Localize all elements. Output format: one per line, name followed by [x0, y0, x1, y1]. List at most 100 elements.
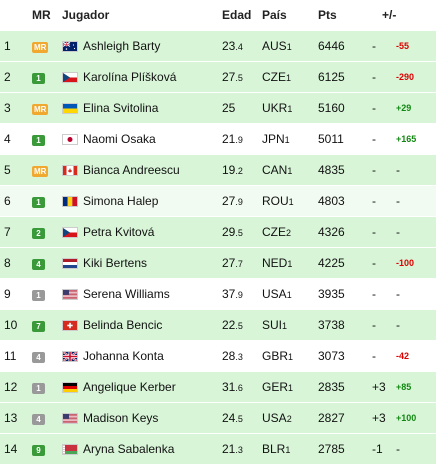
table-row[interactable]: 6 1 Simona Halep 27.9 ROU1 4803- - [0, 185, 436, 216]
age-cell: 27.5 [218, 70, 258, 84]
mr-cell: 1 [28, 132, 58, 146]
player-name-cell[interactable]: Johanna Konta [58, 349, 218, 363]
points-cell: 4803 [318, 194, 345, 208]
player-name[interactable]: Kiki Bertens [83, 256, 148, 270]
points-cell: 4225 [318, 256, 345, 270]
country-rank: 1 [284, 135, 290, 145]
flag-uk-icon [62, 350, 78, 362]
mr-cell: MR [28, 163, 58, 177]
player-name[interactable]: Bianca Andreescu [83, 163, 180, 177]
player-name-cell[interactable]: Naomi Osaka [58, 132, 218, 146]
age-value: 27 [222, 70, 236, 84]
table-row[interactable]: 11 4 Johanna Konta 28.3 GBR1 3073- -42 [0, 340, 436, 371]
table-row[interactable]: 14 9 Aryna Sabalenka 21.3 BLR1 2785 -1- [0, 433, 436, 464]
mr-cell: 4 [28, 411, 58, 425]
player-name-cell[interactable]: Aryna Sabalenka [58, 442, 218, 456]
points-cell: 6125 [318, 70, 345, 84]
country-rank: 1 [286, 42, 292, 52]
age-value: 25 [222, 101, 236, 115]
points-cell: 4835 [318, 163, 345, 177]
age-cell: 21.3 [218, 442, 258, 456]
table-row[interactable]: 7 2 Petra Kvitová 29.5 CZE2 4326- - [0, 216, 436, 247]
player-name[interactable]: Karolína Plíšková [83, 70, 177, 84]
table-row[interactable]: 4 1 Naomi Osaka 21.9 JPN1 5011- +165 [0, 123, 436, 154]
player-name-cell[interactable]: Petra Kvitová [58, 225, 218, 239]
diff-cell: +100 [396, 413, 417, 423]
table-row[interactable]: 3 MR Elina Svitolina 25 UKR1 5160 - +29 [0, 92, 436, 123]
country-cell: CZE1 [258, 70, 314, 84]
table-row[interactable]: 12 1 Angelique Kerber 31.6 GER1 2835 +3 +85 [0, 371, 436, 402]
table-body: 1 MR Ashleigh Barty 23.4 AUS1 6446- -55 2 1 Karol… [0, 30, 436, 464]
flag-germany-icon [62, 381, 78, 393]
player-name-cell[interactable]: Bianca Andreescu [58, 163, 218, 177]
move-cell: +3 [372, 380, 386, 394]
country-code: USA [262, 287, 287, 301]
player-name[interactable]: Naomi Osaka [83, 132, 156, 146]
player-name[interactable]: Elina Svitolina [83, 101, 159, 115]
points-cell: 3935 [318, 287, 345, 301]
table-row[interactable]: 8 4 Kiki Bertens 27.7 NED1 4225- -100 [0, 247, 436, 278]
country-cell: USA2 [258, 411, 314, 425]
mr-badge: 1 [32, 197, 45, 208]
player-name[interactable]: Simona Halep [83, 194, 159, 208]
player-name[interactable]: Aryna Sabalenka [83, 442, 175, 456]
header-diff[interactable]: +/- [382, 8, 397, 22]
mr-badge: 2 [32, 228, 45, 239]
player-name[interactable]: Petra Kvitová [83, 225, 155, 239]
points-cell: 5011 [318, 132, 344, 146]
flag-usa-icon [62, 288, 78, 300]
rank-cell: 13 [4, 411, 18, 425]
table-row[interactable]: 1 MR Ashleigh Barty 23.4 AUS1 6446- -55 [0, 30, 436, 61]
player-name[interactable]: Belinda Bencic [83, 318, 163, 332]
mr-badge: 1 [32, 383, 45, 394]
player-name-cell[interactable]: Elina Svitolina [58, 101, 218, 115]
player-name-cell[interactable]: Ashleigh Barty [58, 39, 218, 53]
age-value: 19 [222, 163, 236, 177]
age-decimal: .5 [235, 321, 243, 331]
age-cell: 21.9 [218, 132, 258, 146]
player-name-cell[interactable]: Serena Williams [58, 287, 218, 301]
country-rank: 1 [288, 352, 294, 362]
mr-badge: 9 [32, 445, 45, 456]
table-row[interactable]: 10 7 Belinda Bencic 22.5 SUI1 3738- - [0, 309, 436, 340]
points-cell: 2835 [318, 380, 345, 394]
rank-cell: 9 [4, 287, 11, 301]
age-value: 28 [222, 349, 236, 363]
player-name[interactable]: Serena Williams [83, 287, 170, 301]
header-pts[interactable]: Pts [318, 8, 337, 22]
player-name[interactable]: Ashleigh Barty [83, 39, 161, 53]
header-mr[interactable]: MR [32, 8, 51, 22]
diff-cell: -290 [396, 72, 415, 82]
move-cell: -1 [372, 442, 383, 456]
player-name[interactable]: Madison Keys [83, 411, 159, 425]
header-name[interactable]: Jugador [62, 8, 110, 22]
header-age[interactable]: Edad [222, 8, 252, 22]
rank-cell: 2 [4, 70, 11, 84]
age-decimal: .9 [235, 290, 243, 300]
mr-cell: MR [28, 39, 58, 53]
mr-cell: 1 [28, 70, 58, 84]
player-name[interactable]: Johanna Konta [83, 349, 164, 363]
player-name[interactable]: Angelique Kerber [83, 380, 176, 394]
player-name-cell[interactable]: Karolína Plíšková [58, 70, 218, 84]
table-row[interactable]: 2 1 Karolína Plíšková 27.5 CZE1 6125- -290 [0, 61, 436, 92]
move-cell: - [372, 101, 376, 115]
rank-cell: 8 [4, 256, 11, 270]
country-cell: GBR1 [258, 349, 314, 363]
age-value: 21 [222, 442, 236, 456]
flag-japan-icon [62, 133, 78, 145]
player-name-cell[interactable]: Angelique Kerber [58, 380, 218, 394]
age-decimal: .2 [235, 166, 243, 176]
country-cell: NED1 [258, 256, 314, 270]
table-row[interactable]: 9 1 Serena Williams 37.9 USA1 3935- - [0, 278, 436, 309]
player-name-cell[interactable]: Belinda Bencic [58, 318, 218, 332]
table-row[interactable]: 13 4 Madison Keys 24.5 USA2 2827 +3 +100 [0, 402, 436, 433]
player-name-cell[interactable]: Madison Keys [58, 411, 218, 425]
diff-cell: - [396, 318, 400, 332]
mr-cell: 4 [28, 349, 58, 363]
table-row[interactable]: 5 MR Bianca Andreescu 19.2 CAN1 4835- - [0, 154, 436, 185]
header-country[interactable]: País [262, 8, 287, 22]
player-name-cell[interactable]: Kiki Bertens [58, 256, 218, 270]
player-name-cell[interactable]: Simona Halep [58, 194, 218, 208]
